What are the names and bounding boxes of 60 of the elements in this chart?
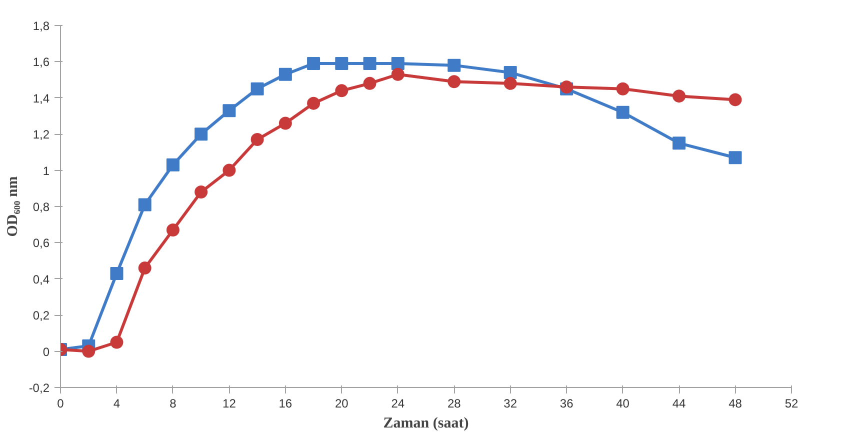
point [335, 57, 348, 70]
point [110, 266, 124, 280]
x-tick-label: 40 [616, 396, 630, 410]
x-tick-label: 20 [334, 396, 349, 410]
y-tick-label: 1 [42, 164, 50, 178]
y-tick-label: 0,4 [32, 272, 50, 286]
y-tick-label: 0,2 [32, 308, 50, 323]
x-tick-label: 32 [504, 396, 518, 410]
point [82, 344, 96, 358]
point [110, 336, 124, 349]
y-tick-label: 1,6 [32, 55, 50, 70]
x-tick-label: 28 [447, 396, 462, 410]
point [307, 96, 320, 110]
point [616, 82, 630, 96]
y-tick-label: -0,2 [28, 381, 50, 395]
y-axis-title: OD₆₀₀ nm [4, 176, 21, 237]
x-tick-label: 4 [113, 396, 120, 410]
point [363, 76, 376, 90]
point [504, 66, 517, 80]
x-tick-label: 8 [170, 396, 177, 410]
x-tick-label: 24 [391, 396, 405, 410]
point [194, 186, 208, 199]
x-tick-label: 16 [278, 396, 292, 410]
point [138, 198, 152, 212]
x-tick-label: 44 [672, 396, 686, 410]
point [307, 57, 320, 70]
y-tick-label: 0,6 [32, 236, 50, 250]
point [278, 68, 292, 81]
point [391, 57, 404, 70]
x-tick-label: 36 [560, 396, 574, 410]
point [278, 116, 292, 130]
point [728, 93, 742, 106]
point [391, 68, 404, 81]
point [138, 262, 152, 275]
point [616, 106, 630, 119]
y-tick-label: 1,4 [32, 91, 50, 106]
y-tick-label: 0,8 [32, 200, 50, 214]
point [250, 82, 264, 96]
point [166, 224, 180, 237]
point [728, 151, 742, 164]
x-tick-label: 0 [57, 396, 64, 410]
point [363, 57, 376, 70]
point [222, 104, 236, 118]
point [672, 136, 686, 150]
point [448, 75, 461, 88]
y-tick-label: 0 [42, 344, 50, 359]
x-tick-label: 12 [222, 396, 236, 410]
point [448, 58, 461, 72]
point [194, 128, 208, 141]
y-tick-label: 1,8 [32, 19, 50, 33]
point [504, 76, 517, 90]
x-tick-label: 48 [728, 396, 742, 410]
point [672, 90, 686, 103]
x-axis-title: Zaman (saat) [383, 416, 469, 432]
point [250, 133, 264, 146]
x-tick-label: 52 [784, 396, 798, 410]
point [335, 84, 348, 98]
point [166, 158, 180, 172]
point [222, 164, 236, 177]
y-tick-label: 1,2 [32, 128, 50, 142]
